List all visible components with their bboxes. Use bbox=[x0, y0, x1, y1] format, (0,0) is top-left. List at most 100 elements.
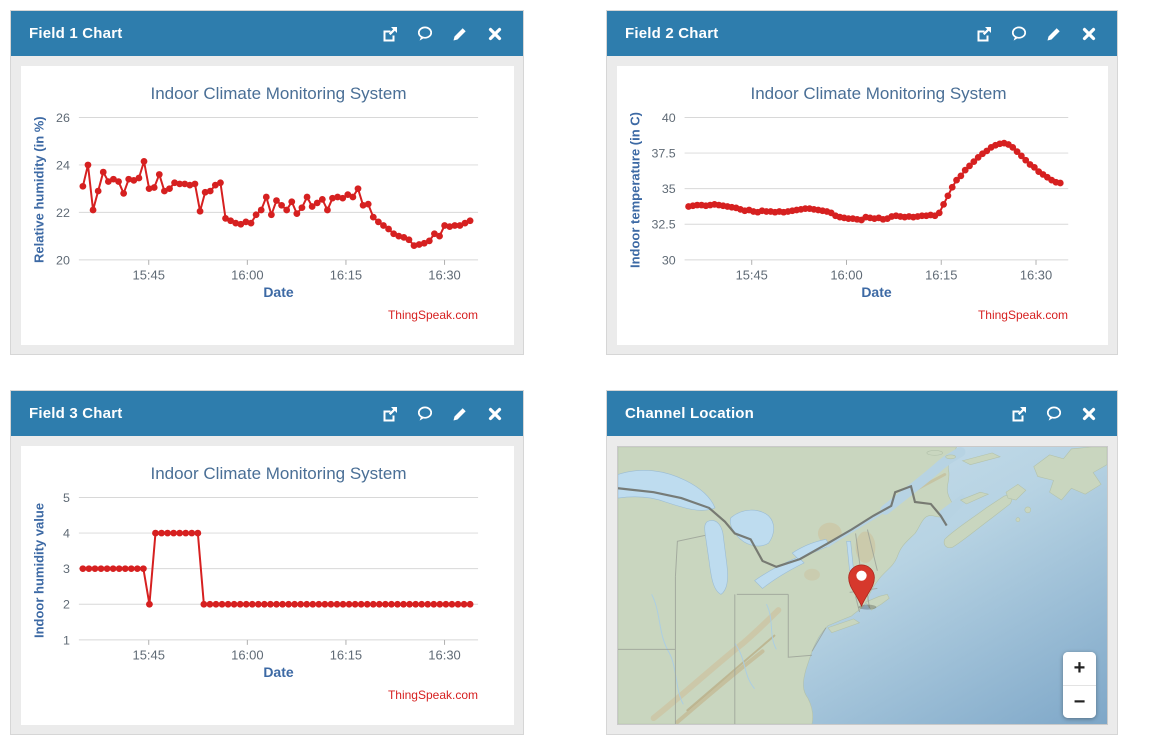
data-point bbox=[278, 201, 285, 209]
svg-text:16:00: 16:00 bbox=[231, 648, 263, 663]
svg-text:16:00: 16:00 bbox=[830, 268, 862, 283]
panel-actions bbox=[976, 26, 1097, 42]
edit-icon[interactable] bbox=[452, 406, 468, 422]
data-point bbox=[1022, 156, 1030, 164]
panel-title: Field 3 Chart bbox=[29, 405, 123, 422]
data-point bbox=[145, 185, 153, 193]
data-point bbox=[298, 204, 306, 212]
thingspeak-watermark-link[interactable]: ThingSpeak.com bbox=[977, 308, 1068, 322]
zoom-in-button[interactable]: + bbox=[1063, 652, 1096, 685]
data-point bbox=[166, 185, 173, 193]
svg-text:16:30: 16:30 bbox=[1020, 268, 1052, 283]
svg-text:16:30: 16:30 bbox=[428, 268, 460, 283]
thingspeak-watermark-link[interactable]: ThingSpeak.com bbox=[387, 308, 478, 322]
panel-actions bbox=[1011, 406, 1097, 422]
svg-text:22: 22 bbox=[56, 206, 70, 220]
field2-chart-area: Indoor Climate Monitoring System Indoor … bbox=[617, 66, 1108, 345]
comment-icon[interactable] bbox=[1046, 406, 1062, 422]
panel-body: + − bbox=[607, 436, 1117, 734]
data-point bbox=[313, 199, 321, 207]
data-point bbox=[357, 600, 365, 608]
data-point bbox=[425, 237, 433, 245]
close-icon[interactable] bbox=[1081, 26, 1097, 42]
svg-text:40: 40 bbox=[662, 111, 676, 125]
thingspeak-watermark-link[interactable]: ThingSpeak.com bbox=[387, 688, 478, 702]
data-point bbox=[176, 180, 184, 188]
svg-text:37.5: 37.5 bbox=[651, 147, 675, 161]
data-point bbox=[354, 185, 362, 193]
data-point bbox=[91, 565, 99, 573]
data-point bbox=[395, 232, 403, 240]
field3-chart-area: Indoor Climate Monitoring System Indoor … bbox=[21, 446, 514, 725]
map-pin[interactable] bbox=[848, 564, 877, 610]
data-point bbox=[293, 210, 301, 217]
data-point bbox=[451, 222, 459, 229]
svg-text:15:45: 15:45 bbox=[133, 648, 165, 663]
panel-field1-chart: Field 1 Chart Indoor Climate Monitoring … bbox=[10, 10, 524, 355]
data-point bbox=[418, 600, 426, 608]
data-point bbox=[237, 220, 245, 228]
data-point bbox=[262, 193, 270, 201]
panel-header: Channel Location bbox=[607, 391, 1117, 436]
panel-title: Channel Location bbox=[625, 405, 755, 422]
close-icon[interactable] bbox=[487, 26, 503, 42]
data-point bbox=[176, 529, 184, 537]
field2-plot-svg: 30 32.5 35 37.5 40 15:45 16:00 16:15 16:30 bbox=[651, 111, 1069, 283]
data-point bbox=[390, 230, 398, 238]
svg-text:16:30: 16:30 bbox=[428, 648, 460, 663]
panel-title: Field 2 Chart bbox=[625, 25, 719, 42]
data-point bbox=[196, 207, 204, 215]
svg-text:24: 24 bbox=[56, 158, 70, 172]
data-point bbox=[334, 193, 342, 201]
data-point bbox=[97, 565, 105, 573]
comment-icon[interactable] bbox=[1011, 26, 1027, 42]
data-point bbox=[110, 175, 117, 183]
external-link-icon[interactable] bbox=[382, 406, 398, 422]
panel-actions bbox=[382, 26, 503, 42]
external-link-icon[interactable] bbox=[1011, 406, 1027, 422]
comment-icon[interactable] bbox=[417, 406, 433, 422]
data-point bbox=[236, 600, 244, 608]
state-borders bbox=[618, 529, 878, 724]
data-point bbox=[188, 529, 196, 537]
data-point bbox=[200, 600, 208, 608]
data-point bbox=[140, 158, 148, 165]
data-point bbox=[161, 187, 168, 195]
data-point bbox=[194, 529, 202, 537]
external-link-icon[interactable] bbox=[976, 26, 992, 42]
panel-body: Indoor Climate Monitoring System Indoor … bbox=[11, 436, 523, 734]
data-point bbox=[155, 171, 163, 178]
external-link-icon[interactable] bbox=[382, 26, 398, 42]
panel-field3-chart: Field 3 Chart Indoor Climate Monitoring … bbox=[10, 390, 524, 735]
data-point bbox=[339, 194, 347, 202]
data-point bbox=[394, 600, 401, 608]
data-point bbox=[460, 600, 468, 608]
x-axis-label: Date bbox=[263, 284, 294, 300]
svg-text:4: 4 bbox=[63, 527, 70, 541]
close-icon[interactable] bbox=[487, 406, 503, 422]
zoom-out-button[interactable]: − bbox=[1063, 685, 1096, 718]
data-point bbox=[191, 180, 199, 188]
data-point bbox=[961, 166, 969, 174]
edit-icon[interactable] bbox=[1046, 26, 1062, 42]
data-point bbox=[146, 600, 153, 608]
data-point bbox=[227, 217, 235, 225]
data-point bbox=[79, 182, 87, 190]
comment-icon[interactable] bbox=[417, 26, 433, 42]
close-icon[interactable] bbox=[1081, 406, 1097, 422]
data-point bbox=[309, 600, 317, 608]
data-point bbox=[329, 194, 336, 202]
data-point bbox=[1009, 144, 1017, 151]
channel-location-map[interactable]: + − bbox=[617, 446, 1108, 725]
data-point bbox=[369, 213, 377, 221]
data-point bbox=[940, 200, 947, 208]
svg-text:16:15: 16:15 bbox=[925, 268, 957, 283]
data-point bbox=[279, 600, 286, 608]
edit-icon[interactable] bbox=[452, 26, 468, 42]
data-point bbox=[79, 565, 87, 573]
data-point bbox=[400, 600, 407, 608]
data-point bbox=[1013, 148, 1021, 156]
data-point bbox=[446, 223, 454, 231]
data-point bbox=[206, 187, 214, 195]
x-axis-label: Date bbox=[861, 284, 892, 300]
